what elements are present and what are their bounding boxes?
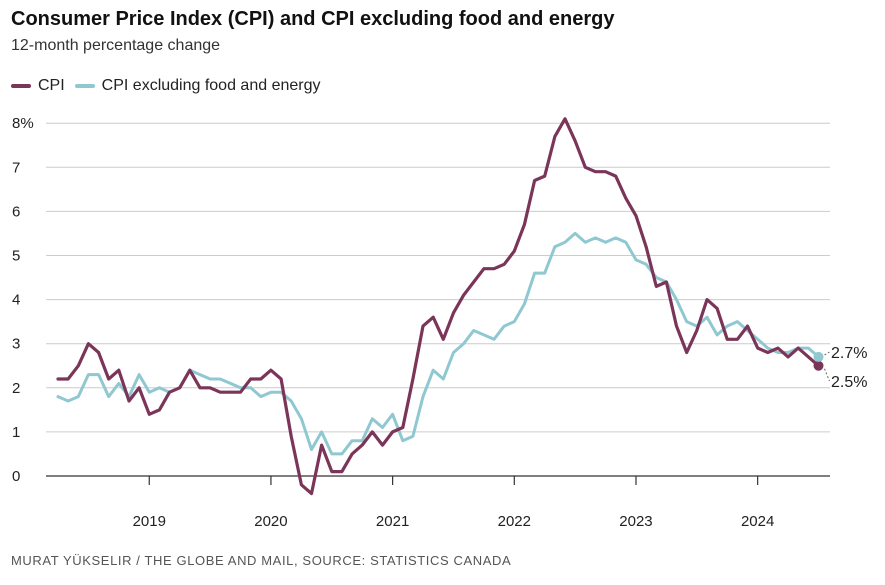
y-tick-label: 1 (12, 424, 20, 441)
legend-label-core-cpi: CPI excluding food and energy (101, 77, 321, 94)
y-tick-label: 7 (12, 159, 20, 176)
end-label-leader (824, 351, 830, 356)
y-tick-label: 5 (12, 248, 20, 265)
x-tick-label: 2023 (619, 513, 652, 530)
source-credit: MURAT YÜKSELIR / THE GLOBE AND MAIL, SOU… (11, 553, 512, 568)
chart-title: Consumer Price Index (CPI) and CPI exclu… (11, 8, 615, 30)
x-tick-label: 2024 (741, 513, 774, 530)
end-label-cpi: 2.5% (831, 374, 867, 391)
y-tick-label: 2 (12, 380, 20, 397)
x-tick-label: 2022 (498, 513, 531, 530)
legend-swatch-cpi (11, 84, 31, 88)
legend-label-cpi: CPI (38, 77, 65, 94)
end-marker-cpi (813, 360, 824, 371)
legend-swatch-core-cpi (74, 84, 95, 88)
chart-subtitle: 12-month percentage change (11, 37, 221, 54)
y-tick-label: 0 (12, 468, 20, 485)
x-tick-label: 2020 (254, 513, 287, 530)
end-marker-core-cpi (813, 351, 824, 362)
legend-item-core-cpi: CPI excluding food and energy (74, 77, 321, 95)
y-tick-label: 3 (12, 336, 20, 353)
y-tick-label: 4 (12, 292, 20, 309)
legend: CPI CPI excluding food and energy (11, 77, 330, 95)
x-tick-label: 2021 (376, 513, 409, 530)
end-label-core-cpi: 2.7% (831, 345, 867, 362)
x-tick-label: 2019 (133, 513, 166, 530)
legend-item-cpi: CPI (11, 77, 65, 95)
series-line-cpi (56, 117, 821, 496)
y-tick-label: 8% (12, 115, 34, 132)
end-label-leader (824, 368, 830, 382)
y-tick-label: 6 (12, 203, 20, 220)
